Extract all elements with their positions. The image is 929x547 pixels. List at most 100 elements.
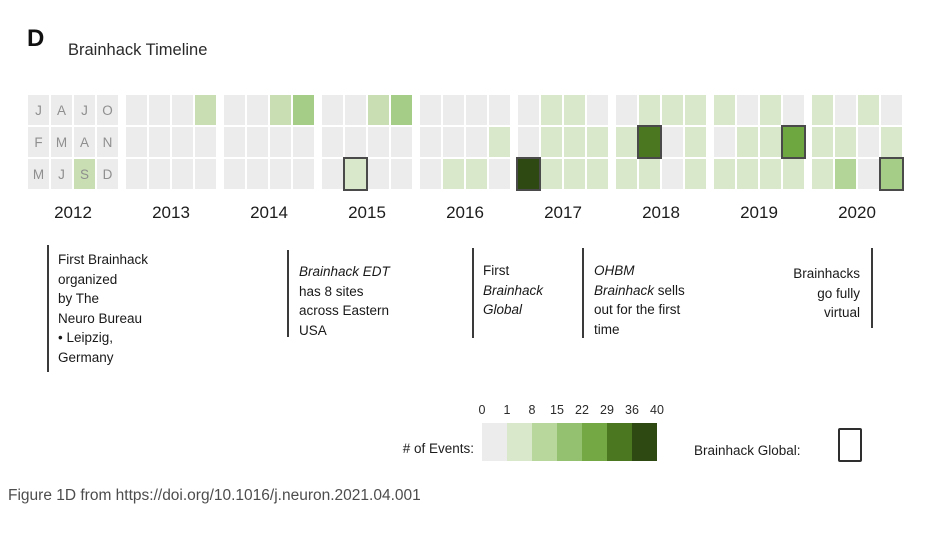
heatmap-cell xyxy=(541,127,562,157)
year-axis: 2012 2013 2014 2015 2016 2017 2018 2019 2020 xyxy=(28,203,902,223)
annotation-text-first-brainhack-global: First Brainhack Global xyxy=(483,263,544,317)
heatmap-cell xyxy=(587,127,608,157)
heatmap-cell xyxy=(541,95,562,125)
heatmap-cell xyxy=(247,159,268,189)
annotation-line-ohbm-brainhack-sells-out xyxy=(582,248,584,338)
year-label-2019: 2019 xyxy=(740,203,778,222)
legend-swatch xyxy=(557,423,582,461)
heatmap-cell xyxy=(760,127,781,157)
heatmap-cell xyxy=(881,127,902,157)
heatmap-cell: O xyxy=(97,95,118,125)
heatmap-cell xyxy=(172,95,193,125)
heatmap-cell xyxy=(391,95,412,125)
heatmap-cell xyxy=(783,95,804,125)
figure-caption: Figure 1D from https://doi.org/10.1016/j… xyxy=(8,487,421,504)
heatmap-cell xyxy=(391,159,412,189)
heatmap-cell xyxy=(760,95,781,125)
heatmap-cell: M xyxy=(28,159,49,189)
heatmap-cell-global xyxy=(516,157,541,191)
heatmap-cell xyxy=(564,127,585,157)
heatmap-cell xyxy=(812,159,833,189)
heatmap-cell xyxy=(587,159,608,189)
heatmap-cell xyxy=(489,159,510,189)
heatmap-cell xyxy=(149,159,170,189)
heatmap-cell xyxy=(737,95,758,125)
legend-events-label: # of Events: xyxy=(402,441,474,456)
heatmap-cell xyxy=(420,95,441,125)
heatmap-cell xyxy=(368,127,389,157)
legend-swatch xyxy=(507,423,532,461)
panel-label: D xyxy=(27,25,45,52)
heatmap-cell xyxy=(224,127,245,157)
heatmap-cell xyxy=(714,159,735,189)
annotation-text-ohbm-brainhack-sells-out: OHBM Brainhack sells out for the first time xyxy=(594,263,685,337)
heatmap-cell xyxy=(662,95,683,125)
heatmap-cell xyxy=(195,159,216,189)
heatmap-cell xyxy=(345,95,366,125)
annotation-line-first-brainhack xyxy=(47,245,49,372)
heatmap-cell-global xyxy=(637,125,662,159)
heatmap-cell xyxy=(662,127,683,157)
heatmap-cell xyxy=(685,127,706,157)
year-label-2020: 2020 xyxy=(838,203,876,222)
year-label-2012: 2012 xyxy=(54,203,92,222)
heatmap-cell xyxy=(518,127,539,157)
heatmap-cell xyxy=(322,95,343,125)
heatmap-cell xyxy=(783,159,804,189)
heatmap-cell xyxy=(489,127,510,157)
heatmap-cell xyxy=(835,159,856,189)
annotation-text-first-brainhack: First Brainhack organized by The Neuro Bure… xyxy=(58,252,149,365)
heatmap-cell xyxy=(616,159,637,189)
year-label-2015: 2015 xyxy=(348,203,386,222)
heatmap-cell xyxy=(345,127,366,157)
heatmap-cell xyxy=(420,159,441,189)
legend-threshold: 0 xyxy=(478,403,486,417)
heatmap-cell xyxy=(443,159,464,189)
annotation-line-brainhacks-fully-virtual xyxy=(871,248,873,328)
annotation-line-first-brainhack-global xyxy=(472,248,474,338)
heatmap-cell: A xyxy=(74,127,95,157)
heatmap-cell xyxy=(489,95,510,125)
heatmap-cell xyxy=(714,95,735,125)
heatmap-cell xyxy=(737,159,758,189)
heatmap-cell xyxy=(835,127,856,157)
heatmap-cell xyxy=(812,95,833,125)
heatmap-cell xyxy=(247,127,268,157)
heatmap-cell xyxy=(858,127,879,157)
heatmap-cell: M xyxy=(51,127,72,157)
heatmap-cell xyxy=(564,95,585,125)
legend-color-scale xyxy=(482,423,657,461)
heatmap-cell xyxy=(466,95,487,125)
heatmap-cell-global xyxy=(343,157,368,191)
year-block-2017 xyxy=(516,95,608,191)
heatmap-cell xyxy=(270,159,291,189)
heatmap-cell xyxy=(541,159,562,189)
legend-swatch xyxy=(532,423,557,461)
year-block-2015 xyxy=(322,95,412,191)
heatmap-cell xyxy=(293,127,314,157)
legend-threshold: 1 xyxy=(503,403,511,417)
heatmap-cell xyxy=(443,95,464,125)
heatmap-cell xyxy=(466,159,487,189)
heatmap-cell xyxy=(466,127,487,157)
heatmap-cell: D xyxy=(97,159,118,189)
heatmap-cell xyxy=(149,127,170,157)
heatmap-cell xyxy=(737,127,758,157)
heatmap-cell xyxy=(224,159,245,189)
year-block-2016 xyxy=(420,95,510,189)
annotation-text-brainhacks-fully-virtual: Brainhacks go fully virtual xyxy=(793,266,860,320)
annotation-line-brainhack-edt xyxy=(287,250,289,337)
heatmap-cell xyxy=(685,159,706,189)
heatmap-cell xyxy=(391,127,412,157)
heatmap-cell xyxy=(195,95,216,125)
heatmap-cell xyxy=(616,127,637,157)
legend-threshold: 22 xyxy=(575,403,589,417)
heatmap-cell: N xyxy=(97,127,118,157)
heatmap-cell xyxy=(639,95,660,125)
heatmap-cell xyxy=(587,95,608,125)
heatmap-cell xyxy=(149,95,170,125)
heatmap-cell xyxy=(368,159,389,189)
heatmap-cell xyxy=(564,159,585,189)
brainhack-global-box xyxy=(838,428,862,462)
